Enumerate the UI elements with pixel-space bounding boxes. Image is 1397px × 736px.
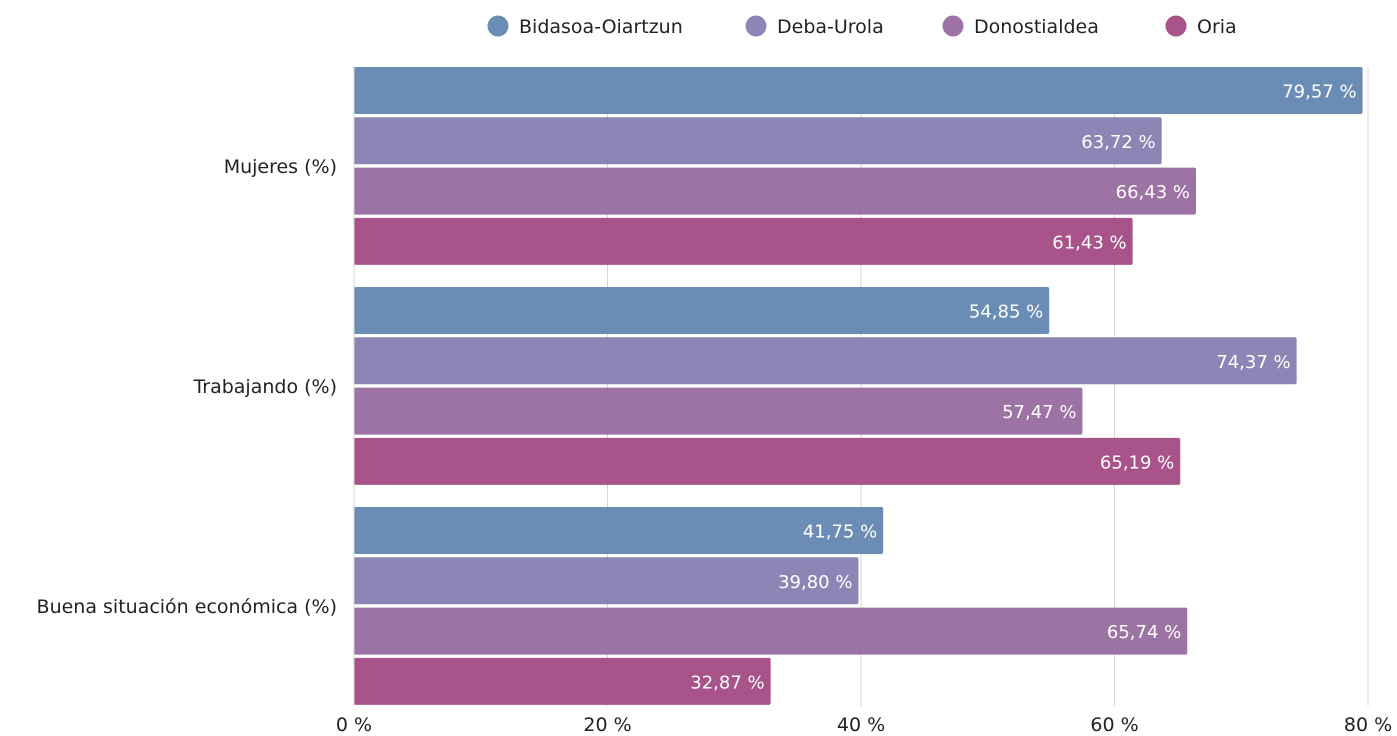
legend-label: Oria <box>1197 16 1237 38</box>
bar-value-label: 32,87 % <box>690 672 764 693</box>
bar-value-label: 57,47 % <box>1002 402 1076 423</box>
bar-value-label: 65,19 % <box>1100 452 1174 473</box>
bar <box>354 437 1181 485</box>
bar-value-label: 66,43 % <box>1116 182 1190 203</box>
x-tick-label: 0 % <box>336 714 372 736</box>
bar-value-label: 41,75 % <box>803 522 877 543</box>
bar <box>354 387 1083 435</box>
x-tick-label: 60 % <box>1090 714 1138 736</box>
category-label: Buena situación económica (%) <box>37 596 337 618</box>
x-tick-labels: 0 % 20 % 40 % 60 % 80 % <box>336 714 1392 736</box>
bar-value-label: 79,57 % <box>1282 82 1356 103</box>
category-label: Mujeres (%) <box>224 156 337 178</box>
bars: 79,57 % 63,72 % 66,43 % 61,43 % 54,85 % 74,37… <box>354 67 1363 705</box>
bar <box>354 167 1197 215</box>
legend: Bidasoa-Oiartzun Deba-Urola Donostialdea Or… <box>487 15 1237 38</box>
bar <box>354 217 1133 265</box>
bar-value-label: 39,80 % <box>778 572 852 593</box>
bar <box>354 67 1363 114</box>
bar <box>354 507 884 554</box>
bar <box>354 557 859 605</box>
bar <box>354 607 1188 655</box>
legend-item: Deba-Urola <box>745 15 884 38</box>
legend-item: Donostialdea <box>942 15 1099 38</box>
legend-label: Deba-Urola <box>777 16 884 38</box>
legend-label: Donostialdea <box>974 16 1099 38</box>
legend-label: Bidasoa-Oiartzun <box>519 16 683 38</box>
x-tick-label: 80 % <box>1344 714 1392 736</box>
legend-swatch <box>487 15 509 37</box>
x-tick-label: 20 % <box>583 714 631 736</box>
legend-swatch <box>745 15 767 37</box>
bar <box>354 657 771 705</box>
bar <box>354 117 1162 165</box>
bar-value-label: 54,85 % <box>969 302 1043 323</box>
category-label: Trabajando (%) <box>192 376 337 398</box>
bar <box>354 337 1297 385</box>
bar-value-label: 63,72 % <box>1081 132 1155 153</box>
bar-value-label: 74,37 % <box>1216 352 1290 373</box>
legend-item: Oria <box>1165 15 1237 38</box>
bar-value-label: 65,74 % <box>1107 622 1181 643</box>
bar-value-label: 61,43 % <box>1052 232 1126 253</box>
legend-swatch <box>942 15 964 37</box>
category-labels: Mujeres (%) Trabajando (%) Buena situación… <box>37 156 337 618</box>
legend-swatch <box>1165 15 1187 37</box>
x-tick-label: 40 % <box>837 714 885 736</box>
legend-item: Bidasoa-Oiartzun <box>487 15 683 38</box>
bar <box>354 287 1050 334</box>
